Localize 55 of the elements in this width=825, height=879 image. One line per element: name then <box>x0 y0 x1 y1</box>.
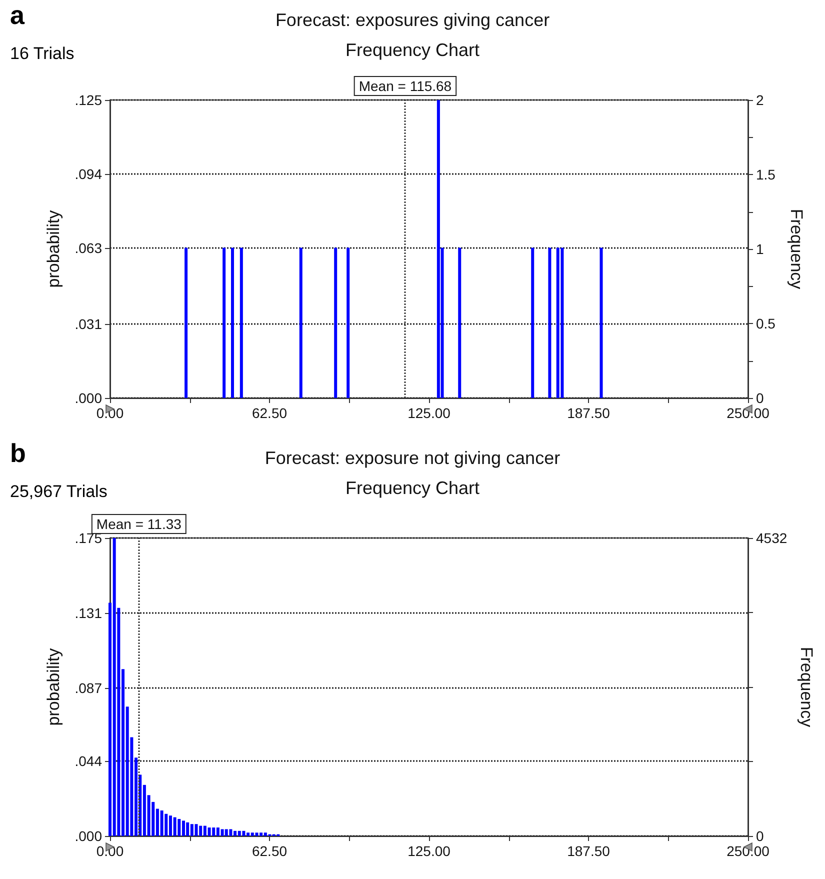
chart-title: Forecast: exposure not giving cancer <box>264 448 560 468</box>
y-tick-label: .000 <box>74 828 102 844</box>
x-tick-label: 250.00 <box>726 843 770 859</box>
bar <box>224 829 228 836</box>
y2-tick-label: 0.5 <box>756 316 776 332</box>
bar <box>229 829 232 836</box>
text: 16 Trials <box>10 44 74 64</box>
bar <box>186 822 190 836</box>
y-axis-title: probability <box>44 210 63 288</box>
x-tick-label: 62.50 <box>252 405 288 421</box>
bar <box>194 824 198 836</box>
y2-tick-label: 1 <box>756 241 764 257</box>
y-tick-label: .000 <box>74 390 102 406</box>
x-tick-label: 62.50 <box>252 843 288 859</box>
chart-title: Forecast: exposures giving cancer <box>275 10 550 30</box>
y2-tick-label: 4532 <box>756 530 788 546</box>
y-axis-title: probability <box>44 648 63 726</box>
y2-tick-label: 1.5 <box>756 166 776 182</box>
x-tick-label: 125.00 <box>408 843 451 859</box>
bar <box>255 832 258 836</box>
y2-axis-title: Frequency <box>787 208 806 290</box>
y-tick-label: .125 <box>74 92 102 108</box>
bar <box>250 832 254 836</box>
y2-tick-label: 2 <box>756 92 764 108</box>
bar <box>178 818 181 836</box>
y-tick-label: .044 <box>74 753 102 770</box>
bar <box>199 826 202 836</box>
bar <box>164 814 168 836</box>
ref-line-label: Mean = 115.68 <box>358 78 452 94</box>
bar <box>160 810 164 836</box>
y-tick-label: .131 <box>74 604 102 621</box>
bar <box>212 827 216 836</box>
text: b <box>10 438 26 469</box>
x-tick-label: 187.50 <box>567 843 610 859</box>
bar <box>220 829 224 836</box>
y-tick-label: .031 <box>74 316 102 332</box>
x-tick-label: 250.00 <box>726 405 770 421</box>
bar <box>242 830 246 836</box>
chart-subtitle: Frequency Chart <box>345 40 480 60</box>
chart-subtitle: Frequency Chart <box>345 478 480 498</box>
text: 25,967 Trials <box>10 482 108 502</box>
y-tick-label: .087 <box>74 680 102 696</box>
bar <box>238 830 241 836</box>
y-tick-label: .063 <box>74 240 102 256</box>
bar <box>208 827 211 836</box>
ref-line-label: Mean = 11.33 <box>96 516 182 532</box>
bar <box>112 538 116 836</box>
y2-tick-label: 0 <box>756 390 764 406</box>
y-tick-label: .094 <box>74 166 102 182</box>
y2-axis-title: Frequency <box>797 646 816 728</box>
y2-tick-label: 0 <box>756 828 764 844</box>
text: a <box>10 0 24 31</box>
x-tick-label: 125.00 <box>408 405 451 421</box>
bar <box>173 817 176 836</box>
x-tick-label: 187.50 <box>567 405 610 421</box>
